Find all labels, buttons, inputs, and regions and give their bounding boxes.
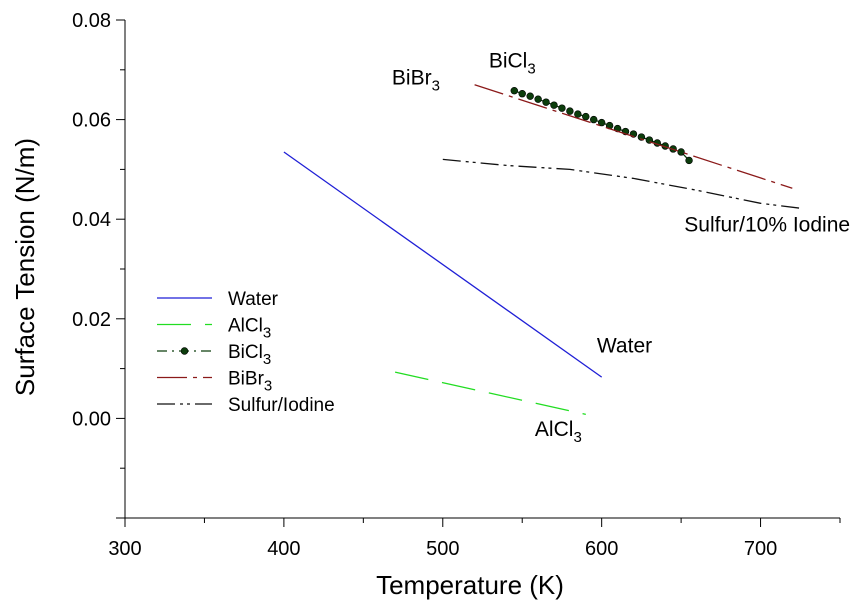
y-tick-label: 0.04 <box>72 209 111 231</box>
legend-label: Sulfur/Iodine <box>228 395 335 416</box>
axes: 300 400 500 600 700 0.00 0.02 0.04 0.06 0.08 <box>72 10 841 560</box>
legend-label: BiBr3 <box>228 369 272 395</box>
data-point <box>597 118 606 127</box>
x-axis-title: Temperature (K) <box>376 570 564 600</box>
data-point <box>542 98 550 106</box>
legend-marker <box>180 347 189 355</box>
y-tick-label: 0.02 <box>72 309 111 331</box>
data-point <box>582 112 590 121</box>
data-point <box>685 156 693 165</box>
x-tick-label: 300 <box>108 538 141 560</box>
annotations: BiBr3 BiCl3 Sulfur/10% Iodine Water AlCl3 <box>392 49 850 446</box>
data-point <box>637 133 646 141</box>
data-point <box>558 104 566 112</box>
data-point <box>526 92 534 100</box>
y-tick-label: 0.06 <box>72 110 111 132</box>
series-layer <box>283 84 801 416</box>
y-tick-label: 0.08 <box>72 10 111 32</box>
x-tick-label: 500 <box>426 538 459 560</box>
series-line-bibr3 <box>474 84 793 189</box>
data-point <box>677 148 685 156</box>
annotation-label: BiCl3 <box>489 49 536 77</box>
data-point <box>574 110 582 118</box>
x-tick-label: 400 <box>267 538 300 560</box>
y-axis-title: Surface Tension (N/m) <box>10 138 40 396</box>
data-point <box>534 95 542 103</box>
series-line-sulfur-iodine <box>442 158 801 209</box>
legend-label: BiCl3 <box>228 342 271 368</box>
annotation-label: AlCl3 <box>535 418 582 446</box>
annotation-label: Water <box>597 335 652 358</box>
series-line-alcl3 <box>394 371 586 416</box>
y-tick-label: 0.00 <box>72 408 111 430</box>
data-point <box>510 87 518 95</box>
x-tick-label: 600 <box>585 538 618 560</box>
legend-label: Water <box>228 289 279 310</box>
x-tick-label: 700 <box>744 538 777 560</box>
data-point <box>550 101 558 109</box>
data-point <box>518 90 526 98</box>
data-point <box>566 107 574 115</box>
series-line-water <box>283 151 603 378</box>
data-point <box>590 115 598 124</box>
legend-label: AlCl3 <box>228 316 271 342</box>
annotation-label: Sulfur/10% Iodine <box>684 214 850 237</box>
annotation-label: BiBr3 <box>392 67 440 95</box>
